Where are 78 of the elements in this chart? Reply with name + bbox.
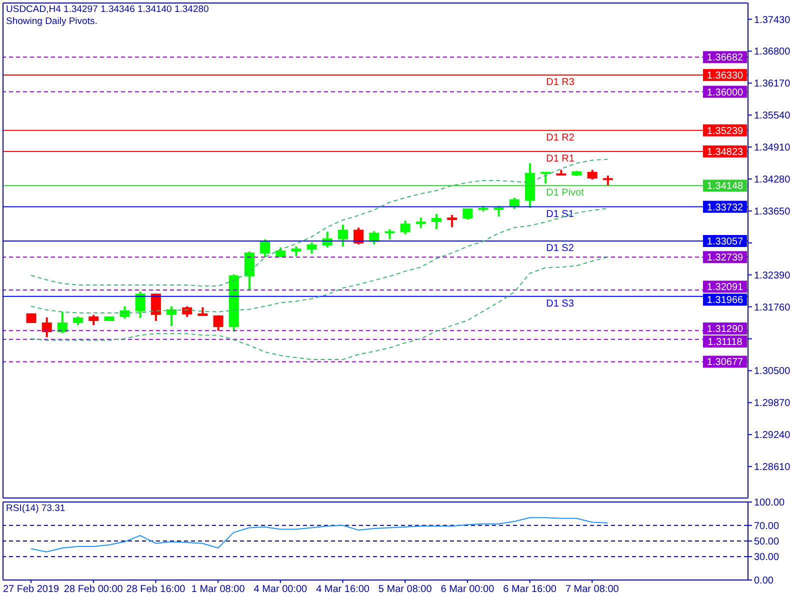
x-tick-label: 5 Mar 08:00 [378, 584, 432, 596]
chart-title: RSI(14) 73.31 [6, 503, 66, 514]
candlestick [369, 230, 380, 246]
y-tick-label: 0.00 [754, 576, 774, 587]
x-tick-label: 1 Mar 08:00 [191, 584, 246, 596]
ref-line-label: D1 S2 [546, 243, 574, 254]
y-tick-label: 1.31760 [754, 302, 791, 314]
ref-line-label: D1 R3 [546, 77, 575, 88]
annotation: 1.31118 [708, 336, 743, 348]
candlestick [260, 238, 270, 258]
y-tick-label: 70.00 [754, 520, 780, 532]
annotation: 1.35239 [706, 126, 744, 137]
y-tick-label: 1.36170 [754, 78, 791, 90]
annotation: 1.31290 [706, 324, 744, 335]
chart-title: USDCAD,H4 1.34297 1.34346 1.34140 1.34280 [6, 4, 209, 15]
candlestick [57, 310, 68, 334]
candlestick [494, 204, 504, 218]
annotation: 1.34823 [706, 146, 744, 158]
annotation: 1.31966 [706, 295, 744, 306]
x-tick-label: 4 Mar 16:00 [316, 584, 370, 596]
annotation: 1.36330 [706, 70, 744, 82]
y-tick-label: 1.29240 [754, 430, 791, 442]
candlestick [120, 305, 130, 320]
candlestick [244, 250, 254, 291]
y-tick-label: 30.00 [754, 552, 780, 564]
y-tick-label: 1.34280 [754, 174, 791, 186]
candlestick [166, 305, 177, 328]
candlestick [291, 245, 302, 258]
y-tick-label: 1.28610 [754, 462, 791, 474]
candlestick [400, 220, 410, 236]
line-series [30, 256, 608, 360]
candlestick [306, 241, 317, 255]
y-tick-label: 1.33650 [754, 206, 791, 218]
candlestick [602, 174, 613, 188]
candlestick [88, 314, 99, 326]
y-tick-label: 1.34910 [754, 142, 791, 154]
y-tick-label: 1.29870 [754, 398, 791, 410]
annotation: 1.34148 [706, 181, 744, 192]
x-tick-label: 6 Mar 16:00 [503, 584, 557, 596]
y-tick-label: 1.36800 [754, 46, 791, 58]
y-tick-label: 1.32390 [754, 270, 791, 282]
candlestick [338, 224, 348, 248]
candlestick [42, 316, 52, 338]
annotation: 1.30677 [706, 357, 744, 368]
annotation: 1.33057 [706, 236, 744, 248]
ref-line-label: D1 R1 [546, 153, 575, 164]
ref-line-label: D1 S3 [546, 298, 574, 310]
ref-line-label: D1 Pivot [546, 188, 584, 199]
annotation: 1.36000 [706, 87, 744, 98]
candlestick [431, 212, 442, 230]
x-tick-label: 6 Mar 00:00 [440, 584, 495, 596]
candlestick [509, 196, 520, 210]
y-tick-label: 1.30500 [754, 366, 791, 378]
annotation: 1.36682 [706, 52, 744, 64]
candlestick [447, 214, 458, 228]
candlestick [416, 216, 426, 230]
annotation: 1.32739 [706, 252, 744, 264]
x-tick-label: 28 Feb 16:00 [126, 584, 186, 596]
x-tick-label: 27 Feb 2019 [2, 584, 60, 596]
y-tick-label: 50.00 [754, 536, 780, 548]
candlestick [150, 292, 161, 322]
x-tick-label: 28 Feb 00:00 [64, 584, 124, 596]
y-tick-label: 1.35540 [754, 110, 791, 122]
x-tick-label: 7 Mar 08:00 [565, 584, 620, 596]
y-tick-label: 100.00 [754, 498, 786, 509]
x-tick-label: 4 Mar 00:00 [254, 584, 308, 596]
candlestick [587, 168, 598, 180]
candlestick [135, 290, 146, 319]
candlestick [384, 228, 395, 240]
annotation: 1.33732 [706, 202, 744, 214]
text: Showing Daily Pivots. [6, 16, 98, 27]
candlestick [354, 226, 364, 246]
candlestick [213, 314, 224, 332]
line-series [30, 517, 608, 552]
ref-line-label: D1 S1 [546, 208, 574, 220]
y-tick-label: 1.37430 [754, 14, 791, 26]
ref-line-label: D1 R2 [546, 132, 575, 144]
annotation: 1.32091 [706, 282, 744, 294]
